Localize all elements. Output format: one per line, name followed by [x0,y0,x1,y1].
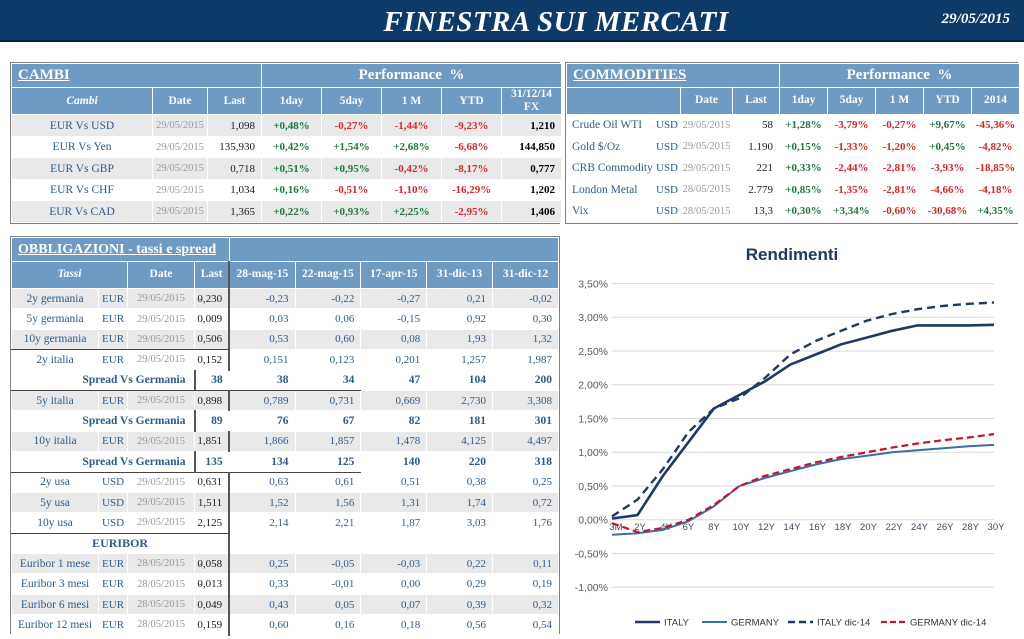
svg-text:2,00%: 2,00% [578,380,608,392]
svg-text:2,50%: 2,50% [578,346,608,358]
svg-text:GERMANY dic-14: GERMANY dic-14 [910,618,986,629]
svg-text:-1,00%: -1,00% [575,582,608,594]
svg-text:14Y: 14Y [784,522,802,533]
svg-text:16Y: 16Y [809,522,827,533]
svg-text:1,00%: 1,00% [578,447,608,459]
svg-text:3,00%: 3,00% [578,312,608,324]
svg-text:6Y: 6Y [683,522,695,533]
svg-text:1,50%: 1,50% [578,413,608,425]
svg-text:0,00%: 0,00% [578,515,608,527]
svg-text:-0,50%: -0,50% [575,548,608,560]
svg-text:ITALY: ITALY [664,618,690,629]
svg-text:GERMANY: GERMANY [731,618,780,629]
svg-text:20Y: 20Y [860,522,878,533]
svg-text:22Y: 22Y [886,522,904,533]
svg-text:0,50%: 0,50% [578,481,608,493]
svg-text:18Y: 18Y [835,522,853,533]
svg-text:24Y: 24Y [911,522,929,533]
svg-text:Rendimenti: Rendimenti [746,245,839,264]
svg-text:8Y: 8Y [708,522,720,533]
svg-text:28Y: 28Y [962,522,980,533]
svg-text:12Y: 12Y [758,522,776,533]
svg-text:30Y: 30Y [988,522,1006,533]
svg-text:ITALY dic-14: ITALY dic-14 [817,618,870,629]
svg-text:10Y: 10Y [733,522,751,533]
svg-text:26Y: 26Y [937,522,955,533]
svg-text:3,50%: 3,50% [578,279,608,291]
